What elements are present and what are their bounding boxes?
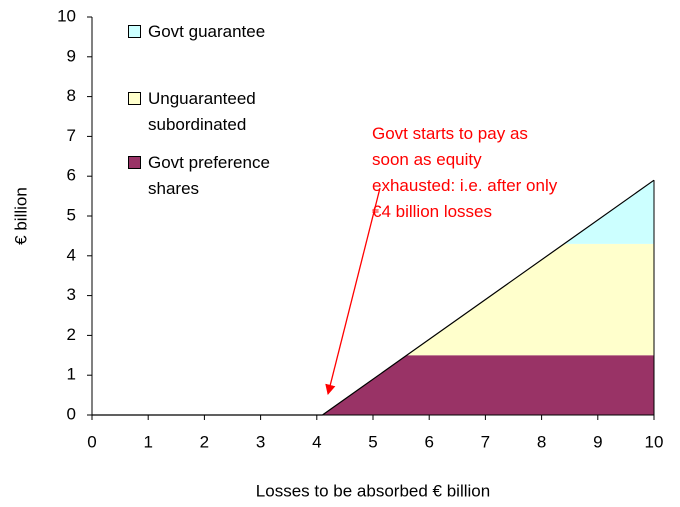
x-axis-label: Losses to be absorbed € billion [256,481,490,500]
areas [92,180,654,415]
y-tick-label: 3 [67,285,76,304]
legend-swatch [128,25,141,38]
y-axis-label: € billion [11,187,30,245]
x-tick-label: 4 [312,432,321,451]
x-tick-label: 7 [481,432,490,451]
legend-label: Unguaranteed subordinated [148,89,256,134]
y-tick-label: 10 [57,6,76,25]
x-tick-label: 10 [645,432,664,451]
area [92,355,654,415]
y-tick-label: 5 [67,205,76,224]
y-tick-label: 1 [67,365,76,384]
x-tick-label: 9 [593,432,602,451]
annotation-line: soon as equity [372,150,482,169]
annotation-line: €4 billion losses [372,202,493,221]
legend-swatch [128,92,141,105]
legend-item: Govt preference shares [128,150,323,202]
annotation-arrow [325,187,381,396]
x-tick-label: 0 [87,432,96,451]
legend-label: Govt guarantee [148,22,266,41]
y-tick-label: 7 [67,126,76,145]
x-tick-label: 8 [537,432,546,451]
annotation-line: exhausted: i.e. after only [372,176,558,195]
legend-item: Govt guarantee [128,19,323,45]
legend-swatch [128,156,141,169]
x-tick-label: 1 [143,432,152,451]
y-tick-label: 2 [67,325,76,344]
x-tick-label: 5 [368,432,377,451]
y-tick-label: 9 [67,46,76,65]
area [92,243,654,415]
y-tick-label: 8 [67,86,76,105]
annotation: Govt starts to pay as soon as equity exhau… [372,121,557,225]
y-tick-label: 4 [67,245,76,264]
annotation-line: Govt starts to pay as [372,124,528,143]
y-tick-label: 0 [67,404,76,423]
legend-item: Unguaranteed subordinated [128,86,323,138]
x-tick-label: 2 [200,432,209,451]
x-tick-label: 6 [424,432,433,451]
y-tick-label: 6 [67,166,76,185]
x-tick-label: 3 [256,432,265,451]
legend-label: Govt preference shares [148,153,270,198]
